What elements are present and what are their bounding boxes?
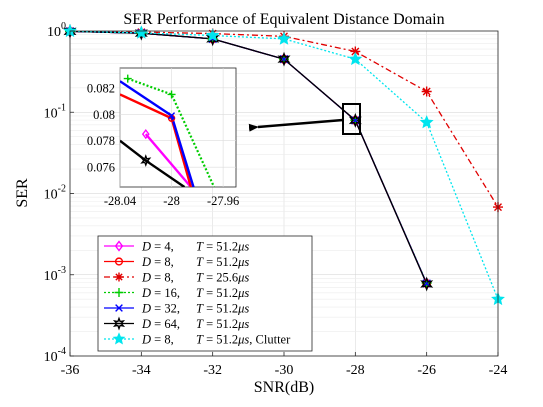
- legend-label-0: D = 4, T = 51.2μs: [141, 240, 249, 254]
- y-tick-label: 10-2: [44, 184, 66, 203]
- legend-marker-1: [114, 257, 124, 266]
- inset-y-tick-label: 0.082: [87, 81, 115, 95]
- x-tick-label: -26: [417, 363, 436, 378]
- y-tick-label: 10-3: [44, 265, 66, 284]
- inset-series-3-point: [123, 74, 132, 83]
- legend-label-1: D = 8, T = 51.2μs: [141, 255, 249, 269]
- inset-series-3-point: [167, 90, 176, 99]
- zoom-inset: -28.04 -28 -27.96 0.076 0.078 0.08 0.082: [87, 67, 239, 208]
- x-tick-label: -34: [132, 363, 151, 378]
- inset-line-0: [144, 133, 192, 187]
- legend-label-6: D = 8, T = 51.2μs, Clutter: [141, 333, 291, 347]
- zoom-arrow: [248, 118, 344, 132]
- inset-y-tick-label: 0.08: [93, 108, 115, 122]
- series-6-point: [277, 31, 291, 45]
- inset-series-4-point: [168, 112, 176, 120]
- legend-marker-3: [114, 288, 124, 297]
- series-2-point: [421, 86, 432, 97]
- y-axis-label: SER: [14, 178, 31, 208]
- zoom-region-box: [342, 103, 361, 135]
- legend-label-5: D = 64, T = 51.2μs: [141, 317, 249, 331]
- legend-marker-5: [112, 316, 126, 331]
- y-tick-label: 100: [47, 21, 66, 40]
- x-tick-label: -30: [275, 363, 294, 378]
- series-6-point: [419, 115, 434, 129]
- series-2-point: [350, 46, 361, 57]
- inset-x-tick-label: -28: [163, 194, 180, 208]
- y-tick-label: 10-4: [44, 346, 66, 365]
- x-tick-label: -36: [61, 363, 80, 378]
- legend-marker-2: [114, 272, 124, 282]
- chart-title: SER Performance of Equivalent Distance D…: [123, 11, 444, 28]
- inset-series-0-point: [141, 128, 150, 140]
- inset-frame: [119, 67, 237, 188]
- series-5-point: [277, 51, 291, 67]
- inset-ticks: -28.04 -28 -27.96 0.076 0.078 0.08 0.082: [87, 81, 239, 208]
- inset-y-tick-label: 0.078: [87, 134, 115, 148]
- inset-markers: [123, 74, 176, 167]
- series-6-point: [348, 51, 363, 66]
- x-tick-label: -24: [489, 363, 508, 378]
- legend-box: [97, 235, 313, 352]
- y-tick-label: 10-1: [44, 102, 66, 121]
- legend-marker-0: [114, 240, 124, 252]
- legend-marker-6: [112, 332, 126, 345]
- legend-marker-4: [115, 304, 123, 312]
- inset-x-tick-label: -27.96: [207, 194, 239, 208]
- inset-x-tick-label: -28.04: [104, 194, 137, 208]
- series-6-point: [205, 28, 220, 42]
- y-axis-ticks: 100 10-1 10-2 10-3 10-4: [44, 21, 74, 365]
- series-5-point: [420, 276, 434, 292]
- inset-series-5-point: [140, 154, 152, 167]
- x-axis-ticks: -36 -34 -32 -30 -28 -26 -24: [61, 352, 508, 378]
- legend-label-4: D = 32, T = 51.2μs: [141, 302, 249, 316]
- inset-y-tick-label: 0.076: [87, 161, 115, 175]
- x-axis-label: SNR(dB): [254, 379, 314, 396]
- series-line-5: [70, 31, 428, 285]
- inset-line-5: [120, 139, 186, 187]
- inset-grid: [119, 68, 236, 187]
- legend-label-2: D = 8, T = 25.6μs: [141, 271, 249, 285]
- legend-label-3: D = 16, T = 51.2μs: [141, 286, 249, 300]
- series-5-point: [206, 31, 220, 47]
- x-tick-label: -28: [346, 363, 365, 378]
- x-tick-label: -32: [203, 363, 222, 378]
